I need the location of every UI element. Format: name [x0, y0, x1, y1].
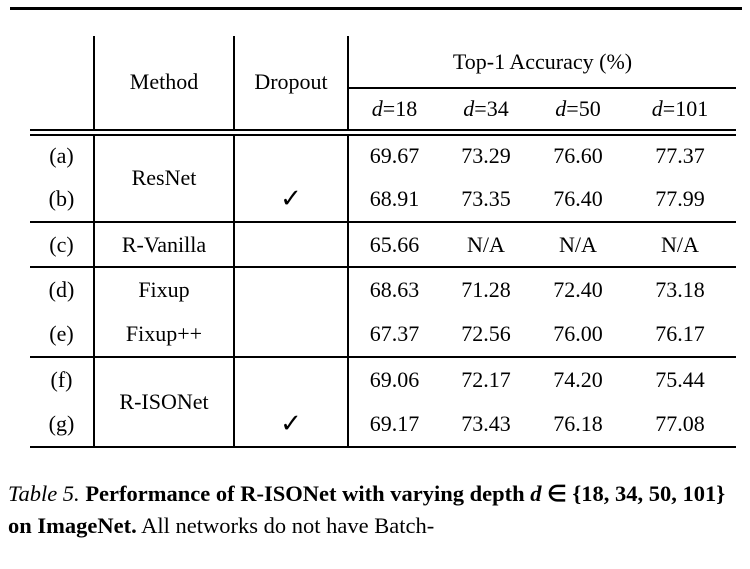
depth-header-d34: d=34 [440, 88, 532, 136]
method-cell: Fixup [94, 267, 235, 312]
value-cell: 77.08 [624, 402, 736, 448]
top-rule [10, 7, 742, 10]
value-cell: 67.37 [348, 312, 440, 358]
caption-label: Table 5. [8, 481, 80, 506]
value-cell: 69.06 [369, 367, 420, 392]
value-cell: 68.63 [369, 277, 420, 302]
value-cell: 76.40 [532, 177, 624, 223]
dropout-cell [234, 312, 349, 358]
method-cell: R-Vanilla [94, 222, 235, 268]
caption-trailing-text: All networks do not have Batch- [141, 513, 435, 538]
value-cell: N/A [532, 222, 624, 268]
dropout-checkmark: ✓ [234, 177, 349, 223]
depth-eq: =34 [474, 95, 509, 121]
depth-eq: =18 [382, 95, 418, 121]
dropout-cell [234, 222, 349, 268]
value-cell: 72.17 [461, 367, 511, 392]
table-caption: Table 5. Performance of R-ISONet with va… [8, 478, 742, 542]
depth-header-d50: d=50 [532, 88, 624, 136]
caption-imagenet: on ImageNet. [8, 513, 137, 538]
caption-depth-set: {18, 34, 50, 101} [572, 481, 726, 506]
dropout-cell [234, 267, 349, 312]
value-cell: 71.28 [461, 277, 511, 302]
dropout-header: Dropout [234, 36, 349, 136]
value-cell: N/A [440, 222, 532, 268]
value-cell: 76.00 [532, 312, 624, 358]
value-cell: 72.56 [440, 312, 532, 358]
value-cell: 69.17 [348, 402, 440, 448]
value-cell: 74.20 [553, 367, 603, 392]
value-cell: 76.60 [553, 143, 603, 169]
depth-header-d18: d=18 [348, 88, 440, 136]
value-cell: 72.40 [553, 277, 603, 302]
results-table: Method Dropout Top-1 Accuracy (%) d=18 d… [30, 36, 736, 448]
row-label: (d) [30, 267, 95, 312]
value-cell: 73.35 [440, 177, 532, 223]
caption-bold-text: Performance of R-ISONet with varying dep… [85, 481, 525, 506]
dropout-cell [234, 132, 349, 177]
table-row-f: (f) R-ISONet 69.06 72.17 74.20 75.44 [30, 357, 736, 448]
value-cell: 69.67 [369, 143, 420, 169]
depth-var: d [371, 95, 383, 121]
depth-var: d [651, 95, 663, 121]
method-cell: R-ISONet [94, 357, 235, 448]
row-label: (c) [30, 222, 95, 268]
value-cell: 76.17 [624, 312, 736, 358]
value-cell: 65.66 [348, 222, 440, 268]
value-cell: 77.37 [655, 143, 705, 169]
row-label: (a) [30, 132, 95, 177]
depth-eq: =101 [662, 95, 709, 121]
table-row-d: (d) Fixup 68.63 71.28 72.40 73.18 [30, 267, 736, 312]
header-row-top: Method Dropout Top-1 Accuracy (%) [30, 36, 736, 136]
corner-cell [30, 36, 95, 136]
depth-var: d [463, 95, 475, 121]
table-row-c: (c) R-Vanilla 65.66 N/A N/A N/A [30, 222, 736, 268]
row-label: (g) [30, 402, 95, 448]
dropout-checkmark: ✓ [234, 402, 349, 448]
dropout-cell [234, 357, 349, 402]
value-cell: 68.91 [348, 177, 440, 223]
value-cell: 73.18 [655, 277, 705, 302]
header-row-depths: d=18 d=34 d=50 d=101 [30, 88, 736, 136]
depth-header-d101: d=101 [624, 88, 736, 136]
table-row-a: (a) ResNet 69.67 73.29 76.60 77.37 [30, 132, 736, 223]
method-header: Method [94, 36, 235, 136]
table-row-b: (b) ✓ 68.91 73.35 76.40 77.99 [30, 177, 736, 223]
table-row-g: (g) ✓ 69.17 73.43 76.18 77.08 [30, 402, 736, 448]
value-cell: 76.18 [532, 402, 624, 448]
row-label: (f) [30, 357, 95, 402]
table-row-e: (e) Fixup++ 67.37 72.56 76.00 76.17 [30, 312, 736, 358]
value-cell: 75.44 [655, 367, 705, 392]
depth-eq: =50 [566, 95, 601, 121]
depth-var: d [555, 95, 567, 121]
method-cell: Fixup++ [94, 312, 235, 358]
caption-element-symbol: ∈ [547, 481, 567, 506]
caption-math-d: d [530, 481, 542, 506]
top1-accuracy-header: Top-1 Accuracy (%) [348, 36, 736, 89]
value-cell: N/A [624, 222, 736, 268]
value-cell: 73.29 [461, 143, 511, 169]
value-cell: 77.99 [624, 177, 736, 223]
row-label: (b) [30, 177, 95, 223]
method-cell: ResNet [94, 132, 235, 223]
value-cell: 73.43 [440, 402, 532, 448]
row-label: (e) [30, 312, 95, 358]
